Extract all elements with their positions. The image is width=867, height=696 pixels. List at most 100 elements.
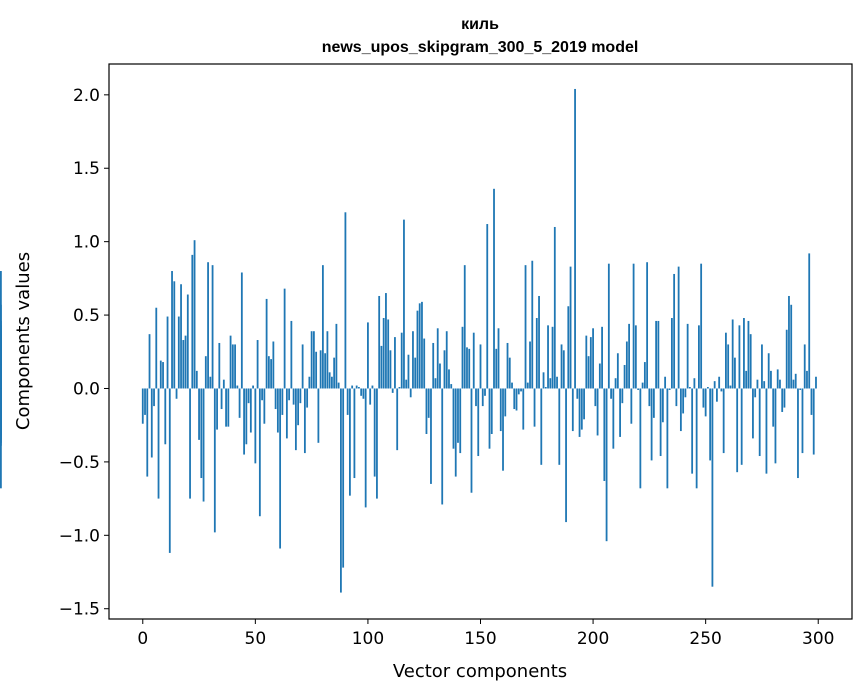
y-tick-label: −0.5 — [59, 453, 100, 473]
bar — [164, 388, 167, 445]
bar — [369, 388, 372, 405]
bar — [619, 388, 621, 437]
bar — [758, 388, 761, 457]
bar — [360, 388, 363, 396]
bar — [803, 344, 806, 389]
bar — [461, 326, 464, 389]
bar — [326, 331, 329, 389]
bar — [603, 388, 606, 481]
x-tick-label: 300 — [802, 629, 834, 649]
bar — [610, 388, 612, 399]
bar — [797, 388, 799, 479]
bar — [362, 388, 365, 399]
bar — [380, 345, 383, 389]
bar — [625, 341, 628, 389]
bar — [513, 388, 516, 410]
bar — [598, 363, 601, 389]
bar — [412, 331, 414, 389]
bar — [637, 388, 640, 390]
bar — [725, 332, 727, 389]
bar — [794, 373, 797, 389]
bar — [657, 320, 660, 389]
bar — [177, 316, 180, 389]
bar — [727, 344, 730, 389]
chart-title-line-2: news_upos_skipgram_300_5_2019 model — [322, 39, 639, 56]
bar — [319, 350, 322, 389]
bar — [650, 388, 653, 461]
bar — [423, 338, 426, 389]
bar — [810, 388, 813, 415]
y-tick-label: 0.5 — [73, 306, 100, 326]
bar — [270, 359, 273, 389]
bar — [578, 388, 581, 437]
bar — [195, 370, 198, 389]
bar — [180, 284, 182, 389]
bar — [376, 388, 378, 499]
bar — [675, 388, 678, 407]
bar — [752, 388, 754, 439]
bar — [256, 340, 259, 389]
bar — [387, 319, 390, 389]
bar — [439, 363, 441, 389]
bar — [472, 332, 475, 389]
bar — [643, 362, 646, 389]
bar — [382, 318, 385, 389]
bar — [716, 388, 718, 402]
bar — [562, 350, 565, 389]
bar — [497, 328, 500, 389]
bar — [691, 388, 694, 474]
x-tick-label: 50 — [245, 629, 267, 649]
bar — [684, 388, 687, 398]
bar — [770, 370, 772, 389]
bar — [761, 344, 763, 389]
bar — [607, 263, 610, 389]
bar — [718, 376, 721, 389]
bar — [790, 304, 793, 389]
bar — [340, 388, 342, 593]
bar — [569, 266, 572, 389]
bar — [245, 388, 248, 445]
bar — [815, 376, 817, 389]
bar — [468, 348, 471, 389]
bar — [495, 348, 498, 389]
bar — [166, 316, 169, 389]
bar — [734, 357, 736, 389]
bar — [274, 388, 277, 410]
bar — [227, 388, 230, 427]
bar — [283, 288, 286, 389]
x-tick-label: 200 — [577, 629, 609, 649]
y-tick-label: 1.5 — [73, 159, 100, 179]
bar — [720, 388, 723, 392]
bar — [524, 265, 527, 389]
bar-series — [0, 88, 817, 593]
bar — [463, 265, 466, 389]
bar — [209, 376, 212, 389]
bar — [679, 388, 682, 432]
bar — [225, 388, 227, 427]
bar — [333, 357, 336, 389]
bar — [776, 369, 779, 389]
y-tick-label: 1.0 — [73, 233, 100, 253]
bar — [297, 388, 300, 426]
bar — [558, 388, 561, 465]
bar — [162, 362, 164, 389]
bar — [189, 388, 191, 499]
bar — [153, 388, 155, 407]
bar — [430, 388, 432, 484]
bar — [529, 341, 531, 389]
bar — [587, 356, 590, 389]
bar — [738, 325, 741, 389]
bar — [576, 388, 579, 399]
bar — [416, 310, 419, 389]
bar — [346, 388, 349, 415]
bar — [400, 332, 403, 389]
bar — [204, 356, 207, 389]
chart-title-line-1: киль — [461, 16, 499, 33]
bar — [240, 272, 243, 389]
bar — [677, 266, 680, 389]
bar — [317, 388, 320, 443]
bar — [666, 388, 669, 489]
bar — [409, 388, 412, 398]
bar — [580, 388, 583, 430]
